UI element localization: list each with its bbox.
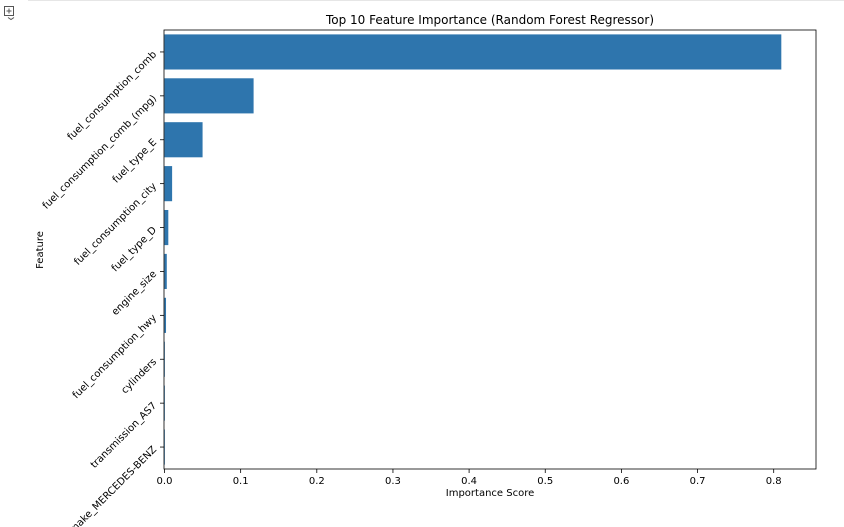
bar-fuel_consumption_comb (164, 34, 782, 70)
x-tick-label: 0.6 (613, 476, 629, 487)
x-axis-ticks: 0.0 0.1 0.2 0.3 0.4 0.5 0.6 0.7 0.8 (157, 469, 782, 487)
x-tick-label: 0.4 (461, 476, 477, 487)
y-axis-ticks: fuel_consumption_combfuel_consumption_co… (41, 49, 164, 527)
output-divider (28, 0, 844, 1)
bar-fuel_type_D (164, 209, 169, 246)
plot-frame (163, 29, 817, 470)
bar-engine_size (164, 253, 167, 290)
y-tick-label: cylinders (119, 357, 159, 397)
output-toggle-icon[interactable] (3, 5, 19, 21)
x-axis-label: Importance Score (446, 488, 535, 499)
chart-title: Top 10 Feature Importance (Random Forest… (325, 13, 654, 27)
x-tick-label: 0.2 (309, 476, 325, 487)
y-tick-label: fuel_type_D (110, 225, 160, 275)
y-axis-label: Feature (35, 231, 46, 269)
y-tick-label: fuel_type_E (111, 137, 159, 185)
bar-fuel_consumption_comb_(mpg) (164, 78, 254, 114)
x-tick-label: 0.3 (385, 476, 401, 487)
y-tick-label: fuel_consumption_city (72, 181, 159, 268)
x-tick-label: 0.0 (157, 476, 173, 487)
x-tick-label: 0.1 (233, 476, 249, 487)
y-tick-label: engine_size (110, 269, 159, 318)
bar-fuel_consumption_city (164, 166, 173, 202)
bar-fuel_type_E (164, 122, 203, 158)
y-tick-label: fuel_consumption_comb (66, 49, 160, 143)
x-tick-label: 0.7 (690, 476, 706, 487)
x-tick-label: 0.5 (537, 476, 553, 487)
bar-fuel_consumption_hwy (164, 297, 167, 333)
y-tick-label: fuel_consumption_hwy (71, 313, 159, 401)
bars-group (164, 34, 782, 465)
x-tick-label: 0.8 (766, 476, 782, 487)
y-tick-label: make_MERCEDES-BENZ (68, 444, 160, 527)
